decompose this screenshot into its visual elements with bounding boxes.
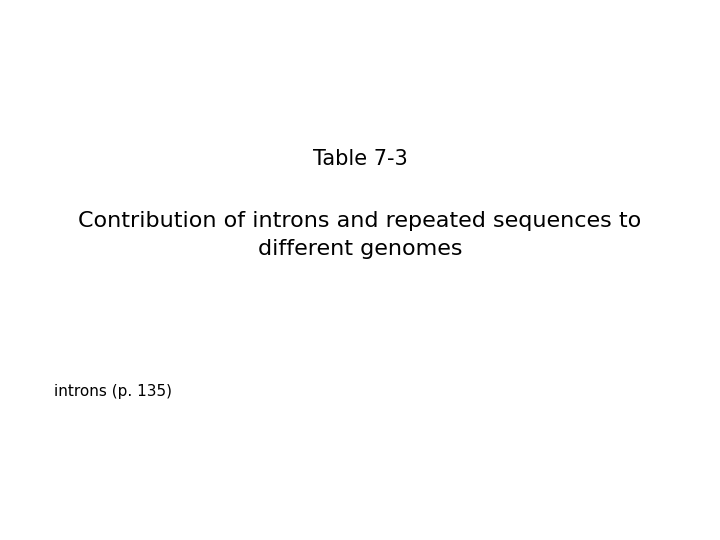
Text: Table 7-3: Table 7-3 — [312, 149, 408, 170]
Text: introns (p. 135): introns (p. 135) — [54, 384, 172, 399]
Text: Contribution of introns and repeated sequences to
different genomes: Contribution of introns and repeated seq… — [78, 211, 642, 259]
